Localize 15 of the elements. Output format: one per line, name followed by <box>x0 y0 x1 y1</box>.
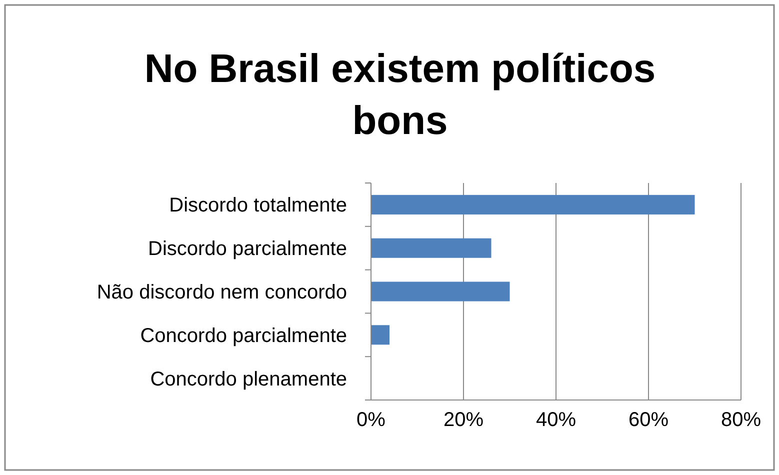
x-tick-label: 80% <box>720 409 762 432</box>
y-tick-label: Concordo plenamente <box>150 368 347 390</box>
bar <box>371 194 695 214</box>
bar <box>371 282 510 302</box>
y-tick-label: Discordo totalmente <box>169 194 347 217</box>
x-tick-label: 40% <box>536 409 576 432</box>
x-tick-label: 20% <box>443 409 484 432</box>
y-tick-label: Concordo parcialmente <box>140 324 347 347</box>
y-tick-label: Discordo parcialmente <box>148 238 347 260</box>
y-tick-label: Não discordo nem concordo <box>96 282 347 304</box>
x-tick-label: 0% <box>356 409 386 432</box>
bar <box>371 238 492 258</box>
chart-title: No Brasil existem políticos bons <box>144 47 656 143</box>
x-tick-label: 60% <box>628 409 669 432</box>
bar <box>371 325 390 345</box>
